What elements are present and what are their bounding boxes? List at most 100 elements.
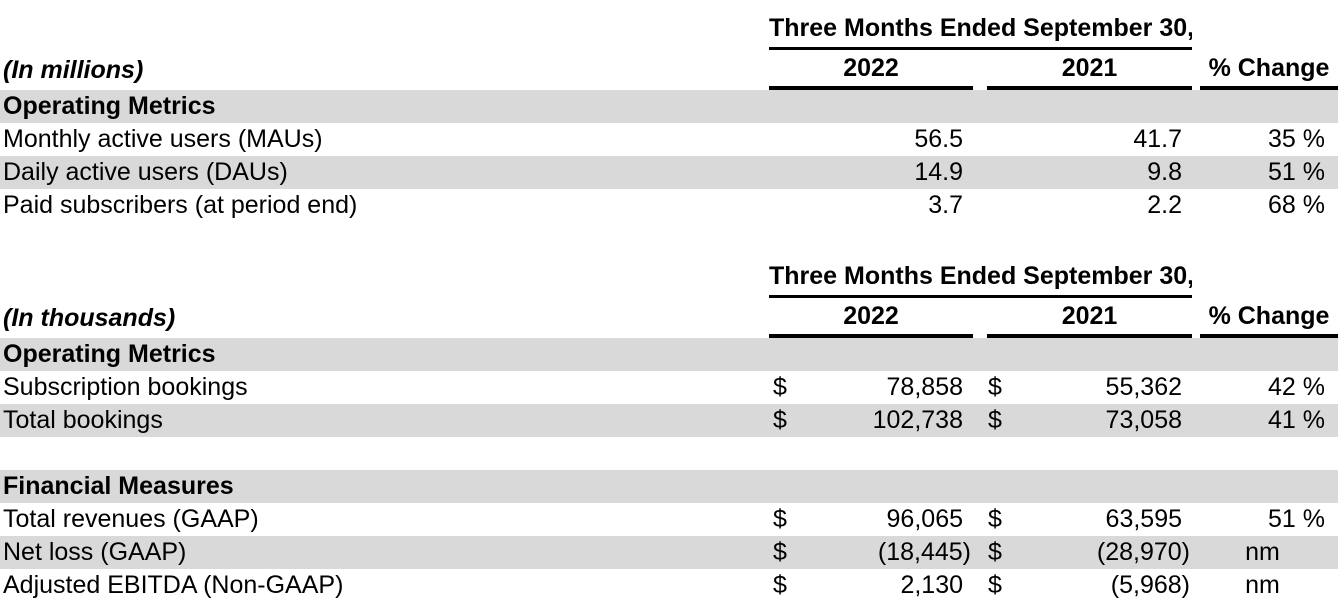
column-header-row: (In thousands) 2022 2021 % Change [0,296,1338,338]
spacer-cell [1192,297,1200,337]
spacer-cell [973,123,987,156]
spacer-cell [1192,503,1200,536]
period-header-row: Three Months Ended September 30, [0,258,1338,298]
value-2022: 96,065 [886,505,963,533]
value-2022: 2,130 [900,571,963,599]
spacer-cell [0,10,769,49]
value-2022: 14.9 [807,156,973,189]
dollar-sign: $ [773,505,787,533]
spacer-cell [973,297,987,337]
value-2022: 78,858 [886,373,963,401]
value-2022: 56.5 [914,125,963,153]
spacer-cell [1200,10,1338,49]
percent-change: 68 % [1268,191,1326,219]
metric-label: Total revenues (GAAP) [3,505,259,533]
table-row-subscription-bookings: Subscription bookings $ 78,858 $ 55,362 … [0,371,1338,404]
metric-label: Net loss (GAAP) [0,536,769,569]
spacer-cell [1192,569,1200,602]
table-row-maus: Monthly active users (MAUs) 56.5 41.7 35… [0,123,1338,156]
value-2021: 63,595 [1105,505,1183,533]
table-row-daus: Daily active users (DAUs) 14.9 9.8 51 % [0,156,1338,189]
percent-change: nm [1200,536,1338,569]
value-2021: 55,362 [1105,373,1183,401]
currency-cell [987,123,1026,156]
table-row-total-bookings: Total bookings $ 102,738 $ 73,058 41 % [0,404,1338,437]
value-2022: 3.7 [928,191,963,219]
table-row-paid-subscribers: Paid subscribers (at period end) 3.7 2.2… [0,189,1338,222]
column-header-2022: 2022 [769,296,973,338]
unit-label: (In thousands) [3,304,176,332]
spacer-cell [973,371,987,404]
spacer-cell [0,437,1338,470]
value-2021: 2.2 [1147,191,1183,219]
period-header-row: Three Months Ended September 30, [0,10,1338,50]
dollar-sign: $ [988,505,1002,533]
spacer-cell [973,49,987,89]
percent-change: 51 % [1200,156,1338,189]
value-2021: (5,968) [1110,571,1191,599]
value-2021: 41.7 [1133,125,1183,153]
table-row-net-loss: Net loss (GAAP) $ (18,445) $ (28,970) nm [0,536,1338,569]
spacer-cell [1192,371,1200,404]
spacer-cell [1200,258,1338,297]
spacer-cell [973,503,987,536]
currency-cell [987,156,1026,189]
spacer-cell [973,156,987,189]
metric-label: Paid subscribers (at period end) [3,191,358,219]
metric-label: Total bookings [0,404,769,437]
section-header-row-operating-metrics: Operating Metrics [0,336,1338,371]
percent-change: 35 % [1268,125,1326,153]
dollar-sign: $ [769,536,807,569]
dollar-sign: $ [988,571,1002,599]
column-header-2022: 2022 [769,48,973,90]
dollar-sign: $ [988,373,1002,401]
percent-change: 42 % [1268,373,1326,401]
dollar-sign: $ [987,536,1026,569]
spacer-cell [973,569,987,602]
currency-cell [769,156,807,189]
table-row-adjusted-ebitda: Adjusted EBITDA (Non-GAAP) $ 2,130 $ (5,… [0,569,1338,602]
percent-change: 41 % [1200,404,1338,437]
table-row-total-revenues: Total revenues (GAAP) $ 96,065 $ 63,595 … [0,503,1338,536]
period-header: Three Months Ended September 30, [769,10,1193,50]
metric-label: Subscription bookings [3,373,248,401]
currency-cell [769,123,807,156]
metric-label: Adjusted EBITDA (Non-GAAP) [3,571,344,599]
section-header-row-financial-measures: Financial Measures [0,470,1338,503]
spacer-cell [1192,189,1200,222]
dollar-sign: $ [769,404,807,437]
blank-row [0,437,1338,470]
percent-change: 51 % [1268,505,1326,533]
column-header-2021: 2021 [987,48,1193,90]
spacer-cell [973,189,987,222]
percent-change: nm [1245,571,1280,599]
spacer-cell [1192,123,1200,156]
financial-metrics-table-thousands: Three Months Ended September 30, (In tho… [0,258,1338,602]
currency-cell [987,189,1026,222]
metric-label: Daily active users (DAUs) [0,156,769,189]
value-2022: 102,738 [807,404,973,437]
spacer-cell [973,536,987,569]
currency-cell [769,189,807,222]
section-header-row-operating-metrics: Operating Metrics [0,88,1338,123]
column-header-change: % Change [1200,48,1338,90]
operating-metrics-table-millions: Three Months Ended September 30, (In mil… [0,10,1338,222]
spacer-cell [0,258,769,297]
column-header-2021: 2021 [987,296,1193,338]
section-header: Financial Measures [0,470,1338,503]
spacer-cell [1192,49,1200,89]
metric-label: Monthly active users (MAUs) [3,125,323,153]
column-header-change: % Change [1200,296,1338,338]
column-header-row: (In millions) 2022 2021 % Change [0,48,1338,90]
spacer-cell [973,404,987,437]
period-header: Three Months Ended September 30, [769,258,1193,298]
value-2021: (28,970) [1026,536,1193,569]
spacer-cell [1192,156,1201,189]
value-2021: 9.8 [1026,156,1193,189]
section-header: Operating Metrics [0,336,1338,371]
value-2022: (18,445) [807,536,973,569]
spacer-cell [1192,404,1201,437]
spacer-cell [1192,258,1200,297]
spacer-cell [1192,536,1201,569]
value-2021: 73,058 [1026,404,1193,437]
